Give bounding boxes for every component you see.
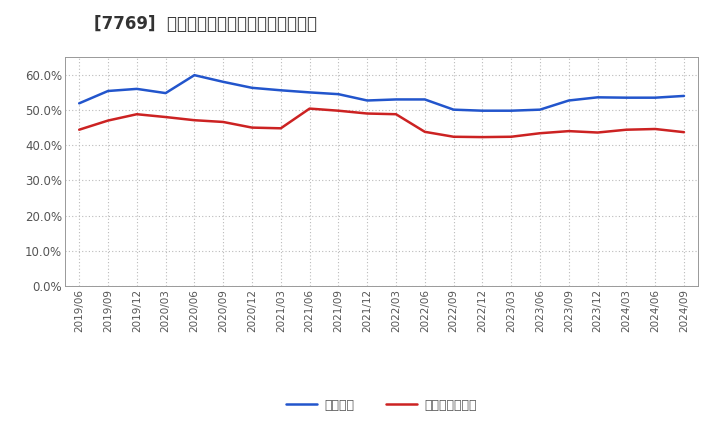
固定比率 bbox=[507, 108, 516, 114]
固定長期適合率 bbox=[305, 106, 314, 111]
固定比率 bbox=[564, 98, 573, 103]
固定比率 bbox=[75, 101, 84, 106]
固定長期適合率 bbox=[104, 118, 112, 123]
固定比率 bbox=[420, 97, 429, 102]
固定長期適合率 bbox=[132, 112, 141, 117]
固定長期適合率 bbox=[75, 127, 84, 132]
固定比率 bbox=[161, 91, 170, 96]
固定長期適合率 bbox=[680, 129, 688, 135]
固定比率 bbox=[449, 107, 458, 112]
固定長期適合率 bbox=[420, 129, 429, 135]
固定比率 bbox=[334, 92, 343, 97]
固定長期適合率 bbox=[392, 112, 400, 117]
固定長期適合率 bbox=[449, 134, 458, 139]
固定比率 bbox=[219, 79, 228, 84]
固定比率 bbox=[305, 90, 314, 95]
固定比率 bbox=[248, 85, 256, 91]
固定長期適合率 bbox=[478, 135, 487, 140]
固定比率 bbox=[651, 95, 660, 100]
固定比率 bbox=[104, 88, 112, 94]
固定長期適合率 bbox=[536, 131, 544, 136]
固定長期適合率 bbox=[248, 125, 256, 130]
固定比率 bbox=[392, 97, 400, 102]
固定長期適合率 bbox=[622, 127, 631, 132]
固定比率 bbox=[478, 108, 487, 114]
Text: [7769]  固定比率、固定長期適合率の推移: [7769] 固定比率、固定長期適合率の推移 bbox=[94, 15, 317, 33]
固定比率 bbox=[593, 95, 602, 100]
Line: 固定比率: 固定比率 bbox=[79, 75, 684, 111]
固定長期適合率 bbox=[593, 130, 602, 135]
固定長期適合率 bbox=[651, 126, 660, 132]
固定長期適合率 bbox=[507, 134, 516, 139]
Line: 固定長期適合率: 固定長期適合率 bbox=[79, 109, 684, 137]
固定長期適合率 bbox=[363, 111, 372, 116]
固定比率 bbox=[190, 73, 199, 78]
固定長期適合率 bbox=[190, 117, 199, 123]
固定長期適合率 bbox=[161, 114, 170, 120]
Legend: 固定比率, 固定長期適合率: 固定比率, 固定長期適合率 bbox=[281, 394, 482, 417]
固定比率 bbox=[622, 95, 631, 100]
固定比率 bbox=[276, 88, 285, 93]
固定長期適合率 bbox=[276, 126, 285, 131]
固定長期適合率 bbox=[219, 119, 228, 125]
固定比率 bbox=[536, 107, 544, 112]
固定長期適合率 bbox=[564, 128, 573, 134]
固定比率 bbox=[680, 93, 688, 99]
固定比率 bbox=[132, 86, 141, 92]
固定比率 bbox=[363, 98, 372, 103]
固定長期適合率 bbox=[334, 108, 343, 114]
